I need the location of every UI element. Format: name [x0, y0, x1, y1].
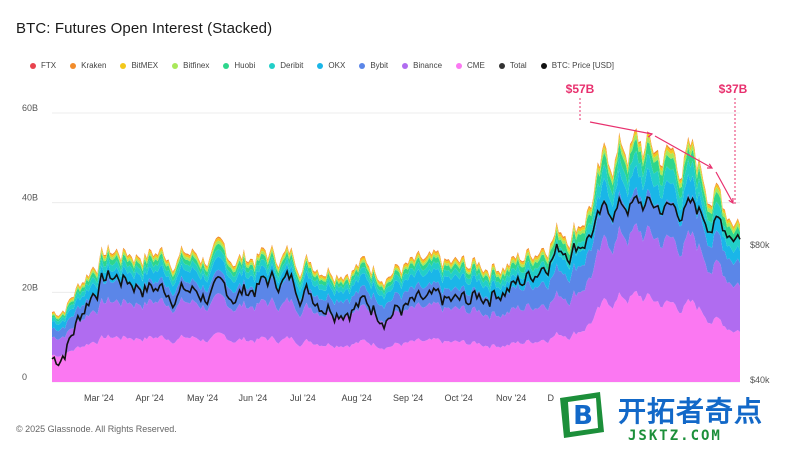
legend-item[interactable]: Total [498, 61, 527, 70]
legend-item[interactable]: Deribit [269, 61, 303, 70]
legend-item[interactable]: Kraken [70, 61, 106, 70]
trend-arrow [589, 121, 734, 204]
legend-label: FTX [41, 61, 57, 70]
legend-dot-icon [30, 62, 36, 69]
legend-label: CME [467, 61, 485, 70]
legend-label: Kraken [81, 61, 107, 70]
annotation-label: $37B [719, 82, 748, 96]
chart-title: BTC: Futures Open Interest (Stacked) [16, 20, 273, 37]
legend-dot-icon [317, 62, 324, 69]
x-tick-label: Mar '24 [84, 393, 114, 403]
legend-label: BTC: Price [USD] [551, 61, 614, 70]
legend-label: Deribit [280, 61, 304, 70]
legend-item[interactable]: BTC: Price [USD] [540, 61, 614, 70]
legend-item[interactable]: Bybit [359, 61, 388, 70]
y-tick-label: 20B [22, 282, 38, 292]
watermark-chinese-text: 开拓者奇点 [618, 395, 764, 428]
annotation-label: $57B [566, 82, 595, 96]
watermark-domain: JSKTZ.COM [628, 428, 722, 444]
legend-item[interactable]: FTX [30, 61, 56, 70]
right-axis-tick-label: $40k [750, 375, 770, 385]
legend-dot-icon [172, 62, 179, 69]
site-watermark: B 开拓者奇点 JSKTZ.COM [556, 388, 796, 448]
legend-label: BitMEX [131, 61, 159, 70]
right-axis-tick-label: $80k [750, 240, 770, 250]
price-line [51, 194, 741, 367]
area-series-bybit [52, 186, 740, 340]
legend-label: Total [509, 61, 527, 70]
legend-dot-icon [269, 62, 276, 69]
arrow-head-icon [647, 131, 654, 138]
legend-dot-icon [498, 62, 505, 69]
legend-dot-icon [223, 62, 230, 69]
arrow-head-icon [728, 197, 734, 205]
x-tick-label: Oct '24 [445, 393, 473, 403]
legend-label: Bitfinex [183, 61, 210, 70]
legend-label: Bybit [370, 61, 389, 70]
legend-item[interactable]: Bitfinex [172, 61, 209, 70]
x-tick-label: May '24 [187, 393, 218, 403]
y-tick-label: 40B [22, 193, 38, 203]
watermark-logo-icon: B [560, 392, 604, 438]
x-tick-label: Jul '24 [290, 393, 316, 403]
legend-item[interactable]: OKX [317, 61, 345, 70]
x-tick-label: Nov '24 [496, 393, 526, 403]
legend-dot-icon [70, 62, 77, 69]
x-tick-label: Aug '24 [342, 393, 372, 403]
area-series-binance [52, 223, 740, 357]
arrow-head-icon [707, 163, 714, 169]
legend-dot-icon [540, 62, 547, 69]
legend-dot-icon [359, 62, 366, 69]
legend-dot-icon [456, 62, 463, 69]
x-tick-label: Jun '24 [239, 393, 268, 403]
x-tick-label: Sep '24 [393, 393, 423, 403]
svg-text:B: B [573, 401, 593, 431]
legend-item[interactable]: BitMEX [120, 61, 158, 70]
legend-item[interactable]: Huobi [223, 61, 255, 70]
legend-dot-icon [402, 62, 409, 69]
legend-label: Binance [413, 61, 443, 70]
chart-legend: FTX Kraken BitMEX Bitfinex Huobi Deribit OKX By… [30, 61, 628, 70]
legend-label: Huobi [234, 61, 256, 70]
y-tick-label: 60B [22, 103, 38, 113]
legend-item[interactable]: CME [456, 61, 485, 70]
legend-item[interactable]: Binance [402, 61, 442, 70]
x-tick-label: Apr '24 [136, 393, 164, 403]
x-tick-label: D [548, 393, 555, 403]
legend-dot-icon [120, 62, 127, 69]
copyright-footer: © 2025 Glassnode. All Rights Reserved. [16, 424, 177, 434]
legend-label: OKX [328, 61, 346, 70]
y-tick-label: 0 [22, 372, 27, 382]
area-series-cme [52, 290, 740, 382]
